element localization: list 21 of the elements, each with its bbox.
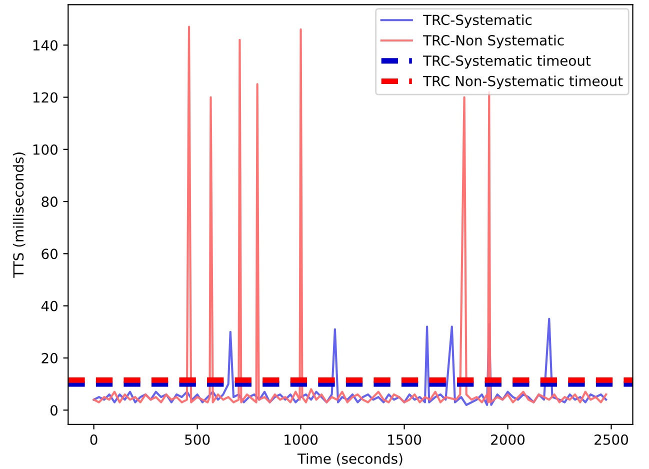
x-tick-label: 0 bbox=[90, 434, 98, 445]
legend-label: TRC Non-Systematic timeout bbox=[422, 76, 623, 90]
y-tick-label: 20 bbox=[42, 352, 58, 364]
legend-label: TRC-Non Systematic bbox=[422, 34, 564, 48]
x-axis-title: Time (seconds) bbox=[297, 453, 402, 466]
legend-label: TRC-Systematic timeout bbox=[422, 55, 591, 69]
x-tick-label: 2000 bbox=[491, 434, 525, 445]
x-tick-label: 500 bbox=[185, 434, 210, 445]
y-tick-label: 120 bbox=[33, 92, 58, 103]
x-tick-label: 1000 bbox=[284, 434, 318, 445]
x-tick-label: 2500 bbox=[594, 434, 628, 445]
legend-label: TRC-Systematic bbox=[422, 14, 532, 28]
line-series bbox=[92, 318, 608, 406]
y-tick-label: 60 bbox=[42, 248, 58, 260]
y-tick-label: 140 bbox=[33, 40, 58, 51]
y-tick-label: 0 bbox=[50, 405, 58, 416]
y-tick-label: 80 bbox=[42, 196, 58, 208]
y-tick-label: 40 bbox=[41, 300, 58, 312]
y-axis-title: TTS (milliseconds) bbox=[12, 152, 26, 278]
x-tick-label: 1500 bbox=[388, 434, 422, 445]
y-tick-label: 100 bbox=[33, 144, 58, 155]
